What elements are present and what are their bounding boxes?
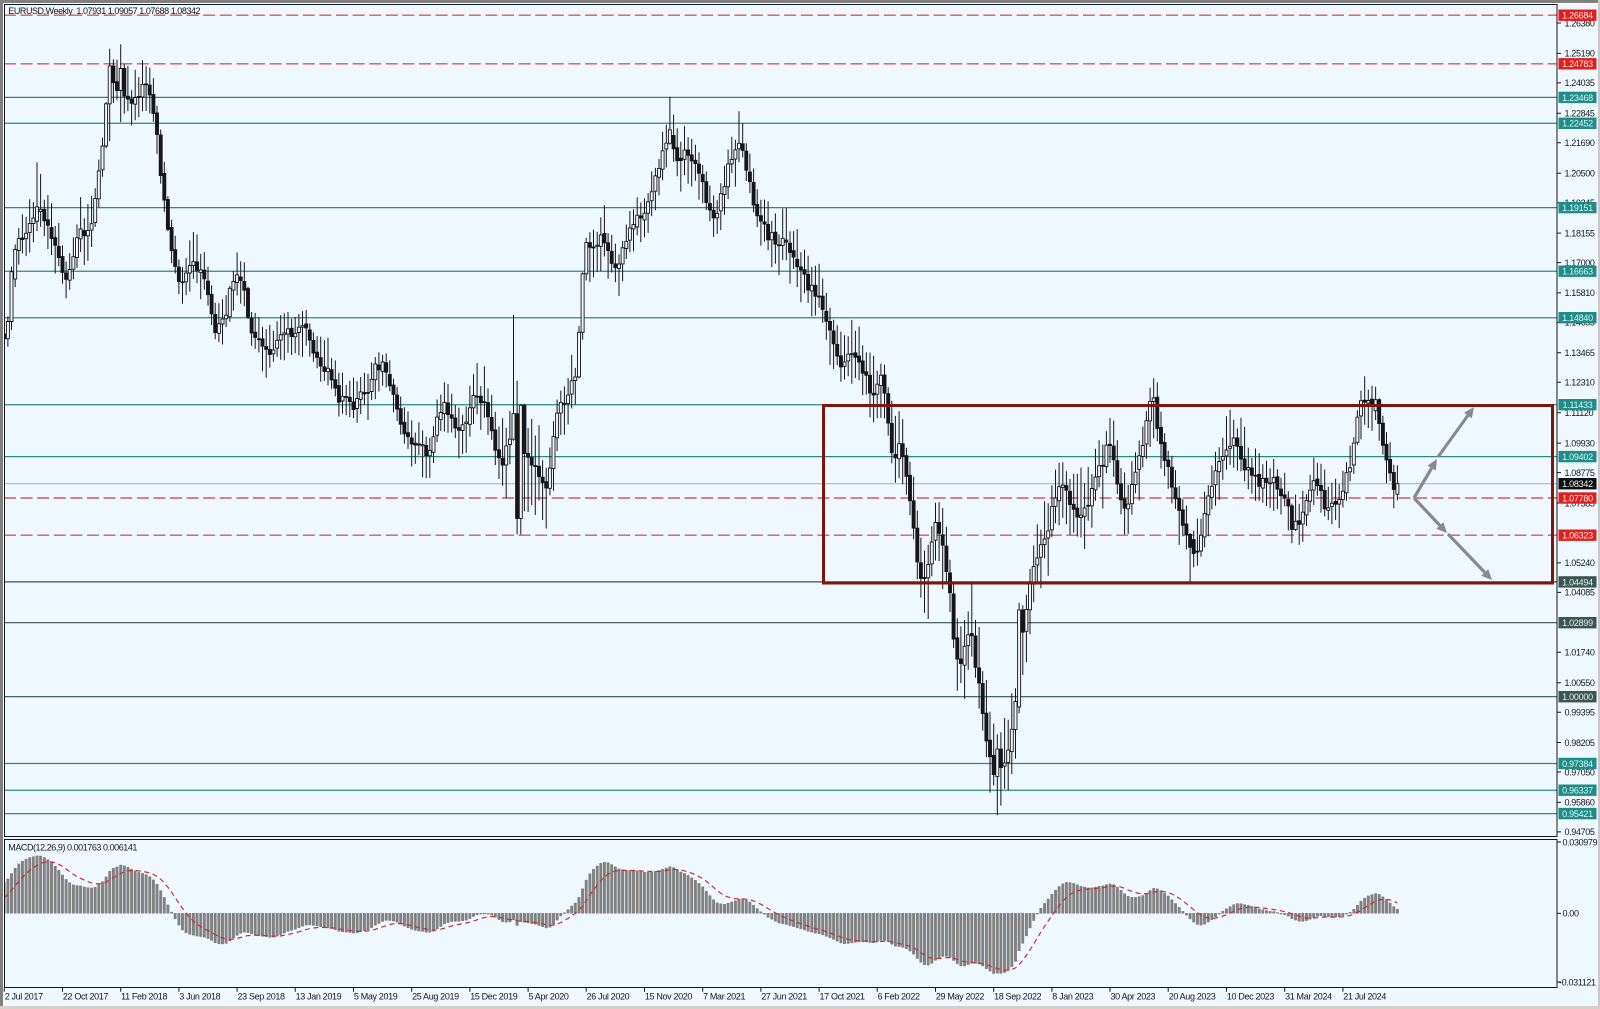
svg-text:1.00000: 1.00000 xyxy=(1562,692,1593,702)
svg-text:8 Jan 2023: 8 Jan 2023 xyxy=(1052,991,1093,1001)
svg-text:17 Oct 2021: 17 Oct 2021 xyxy=(820,991,866,1001)
svg-text:1.04085: 1.04085 xyxy=(1565,588,1595,598)
svg-text:1.07780: 1.07780 xyxy=(1562,493,1593,503)
svg-text:1.24035: 1.24035 xyxy=(1565,78,1595,88)
svg-text:1.20500: 1.20500 xyxy=(1565,169,1595,179)
svg-text:1.08342: 1.08342 xyxy=(1562,479,1593,489)
svg-text:3 Jun 2018: 3 Jun 2018 xyxy=(179,991,220,1001)
svg-text:1.13465: 1.13465 xyxy=(1565,348,1595,358)
svg-text:1.21690: 1.21690 xyxy=(1565,138,1595,148)
svg-text:23 Sep 2018: 23 Sep 2018 xyxy=(238,991,286,1001)
svg-text:1.14840: 1.14840 xyxy=(1562,313,1593,323)
svg-text:1.15810: 1.15810 xyxy=(1565,288,1595,298)
svg-text:26 Jul 2020: 26 Jul 2020 xyxy=(587,991,630,1001)
svg-text:1.19151: 1.19151 xyxy=(1562,203,1593,213)
svg-text:0.96337: 0.96337 xyxy=(1562,786,1593,796)
svg-text:29 May 2022: 29 May 2022 xyxy=(936,991,985,1001)
svg-text:1.05240: 1.05240 xyxy=(1565,558,1595,568)
svg-text:1.26684: 1.26684 xyxy=(1562,11,1593,21)
svg-text:1.09930: 1.09930 xyxy=(1565,438,1595,448)
svg-text:1.06323: 1.06323 xyxy=(1562,531,1593,541)
svg-text:1.01740: 1.01740 xyxy=(1565,648,1595,658)
svg-text:1.11433: 1.11433 xyxy=(1562,400,1592,410)
svg-text:22 Oct 2017: 22 Oct 2017 xyxy=(63,991,109,1001)
svg-text:0.97050: 0.97050 xyxy=(1565,767,1595,777)
svg-text:1.04494: 1.04494 xyxy=(1562,577,1593,587)
svg-text:0.97384: 0.97384 xyxy=(1562,759,1593,769)
svg-text:1.22452: 1.22452 xyxy=(1562,119,1593,129)
svg-text:1.00550: 1.00550 xyxy=(1565,678,1595,688)
svg-text:1.26380: 1.26380 xyxy=(1565,18,1595,28)
svg-text:5 Apr 2020: 5 Apr 2020 xyxy=(529,991,569,1001)
svg-text:1.16663: 1.16663 xyxy=(1562,267,1593,277)
svg-text:1.24783: 1.24783 xyxy=(1562,59,1593,69)
svg-text:15 Dec 2019: 15 Dec 2019 xyxy=(470,991,518,1001)
svg-text:1.08775: 1.08775 xyxy=(1565,468,1595,478)
svg-text:15 Nov 2020: 15 Nov 2020 xyxy=(645,991,693,1001)
svg-text:1.18155: 1.18155 xyxy=(1565,228,1595,238)
svg-text:10 Dec 2023: 10 Dec 2023 xyxy=(1227,991,1275,1001)
svg-text:11 Feb 2018: 11 Feb 2018 xyxy=(121,991,167,1001)
svg-text:1.23468: 1.23468 xyxy=(1562,93,1593,103)
svg-text:25 Aug 2019: 25 Aug 2019 xyxy=(412,991,459,1001)
svg-text:-0.031121: -0.031121 xyxy=(1559,977,1596,987)
svg-text:7 Mar 2021: 7 Mar 2021 xyxy=(703,991,745,1001)
svg-text:20 Aug 2023: 20 Aug 2023 xyxy=(1169,991,1216,1001)
svg-text:0.00: 0.00 xyxy=(1563,909,1579,919)
svg-text:21 Jul 2024: 21 Jul 2024 xyxy=(1343,991,1386,1001)
svg-text:2 Jul 2017: 2 Jul 2017 xyxy=(5,991,43,1001)
svg-text:1.22845: 1.22845 xyxy=(1565,109,1595,119)
svg-text:6 Feb 2022: 6 Feb 2022 xyxy=(878,991,920,1001)
svg-text:1.02899: 1.02899 xyxy=(1562,618,1593,628)
svg-text:0.94705: 0.94705 xyxy=(1565,827,1595,837)
svg-text:13 Jan 2019: 13 Jan 2019 xyxy=(296,991,342,1001)
svg-text:0.95421: 0.95421 xyxy=(1562,809,1593,819)
svg-text:0.99395: 0.99395 xyxy=(1565,708,1595,718)
svg-text:30 Apr 2023: 30 Apr 2023 xyxy=(1111,991,1156,1001)
svg-text:5 May 2019: 5 May 2019 xyxy=(354,991,398,1001)
svg-text:1.09402: 1.09402 xyxy=(1562,452,1593,462)
svg-text:0.95860: 0.95860 xyxy=(1565,798,1595,808)
svg-text:1.17000: 1.17000 xyxy=(1565,258,1595,268)
svg-text:1.25190: 1.25190 xyxy=(1565,49,1595,59)
svg-text:EURUSD,Weekly 1.07931 1.09057: EURUSD,Weekly 1.07931 1.09057 1.07688 1.… xyxy=(8,6,200,16)
svg-text:31 Mar 2024: 31 Mar 2024 xyxy=(1285,991,1332,1001)
svg-text:1.11120: 1.11120 xyxy=(1565,408,1594,418)
svg-text:MACD(12,26,9) 0.001763 0.00614: MACD(12,26,9) 0.001763 0.006141 xyxy=(8,843,137,853)
svg-text:0.030979: 0.030979 xyxy=(1563,837,1598,847)
svg-text:1.12310: 1.12310 xyxy=(1565,378,1595,388)
svg-text:0.98205: 0.98205 xyxy=(1565,738,1595,748)
svg-text:18 Sep 2022: 18 Sep 2022 xyxy=(994,991,1042,1001)
svg-text:27 Jun 2021: 27 Jun 2021 xyxy=(761,991,807,1001)
